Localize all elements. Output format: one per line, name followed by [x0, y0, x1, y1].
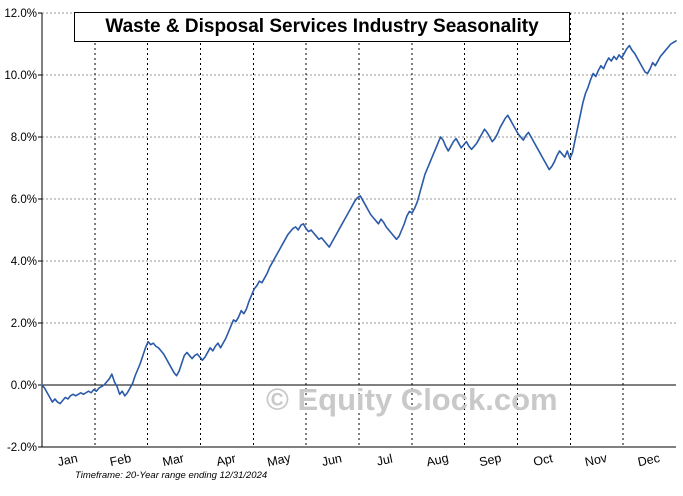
svg-text:Dec: Dec	[636, 451, 661, 469]
svg-text:May: May	[266, 451, 293, 470]
grid-lines	[42, 12, 676, 448]
svg-text:6.0%: 6.0%	[11, 194, 37, 206]
svg-text:Sep: Sep	[478, 451, 503, 469]
chart-title-box: Waste & Disposal Services Industry Seaso…	[74, 12, 570, 42]
svg-text:Feb: Feb	[108, 451, 132, 469]
svg-text:4.0%: 4.0%	[11, 256, 37, 268]
svg-text:Jul: Jul	[375, 452, 394, 469]
svg-text:12.0%: 12.0%	[4, 8, 37, 20]
svg-text:10.0%: 10.0%	[4, 70, 37, 82]
svg-text:Mar: Mar	[161, 451, 185, 469]
svg-text:8.0%: 8.0%	[11, 132, 37, 144]
svg-text:2.0%: 2.0%	[11, 318, 37, 330]
svg-text:Apr: Apr	[215, 451, 237, 469]
svg-text:Jan: Jan	[56, 451, 79, 469]
svg-text:Jun: Jun	[320, 451, 343, 469]
svg-text:Nov: Nov	[584, 451, 609, 469]
y-axis-tick-labels: -2.0% 0.0% 2.0% 4.0% 6.0% 8.0% 10.0% 12.0%	[4, 8, 37, 454]
svg-text:0.0%: 0.0%	[11, 380, 37, 392]
chart-title: Waste & Disposal Services Industry Seaso…	[105, 16, 539, 37]
svg-text:-2.0%: -2.0%	[7, 442, 37, 454]
x-axis-month-labels: Jan Feb Mar Apr May Jun Jul Aug Sep Oct Nov Dec	[56, 451, 661, 470]
svg-text:Aug: Aug	[425, 451, 450, 469]
axis-lines	[38, 12, 676, 448]
svg-text:Oct: Oct	[532, 451, 554, 469]
chart-subtitle: Timeframe: 20-Year range ending 12/31/20…	[75, 470, 268, 481]
seasonality-line	[41, 40, 677, 405]
seasonality-line-series	[41, 40, 677, 405]
